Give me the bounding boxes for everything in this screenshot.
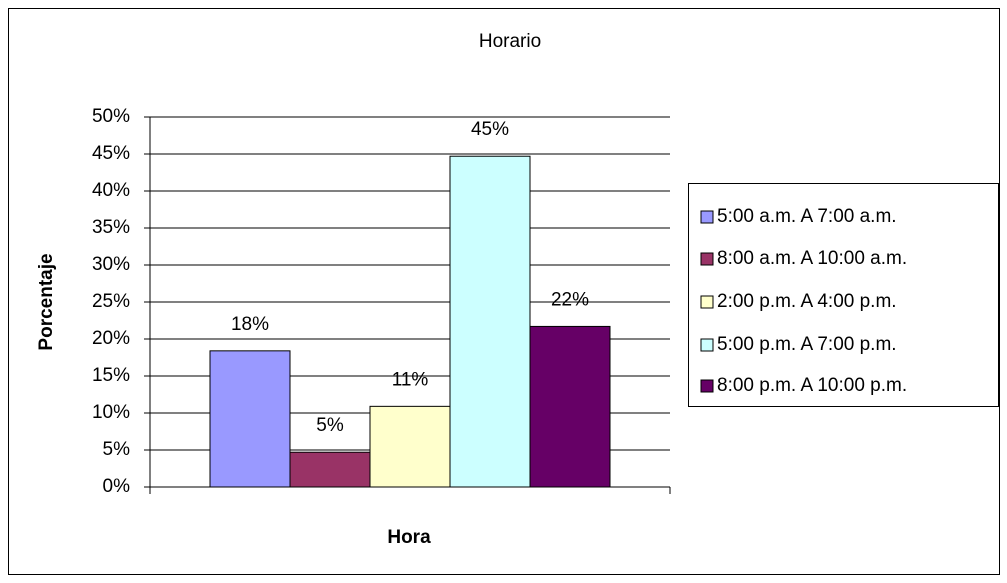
legend-label: 2:00 p.m. A 4:00 p.m.: [717, 291, 897, 312]
y-tick-label: 40%: [92, 180, 130, 201]
legend-label: 5:00 a.m. A 7:00 a.m.: [717, 206, 897, 227]
data-label: 11%: [392, 369, 429, 390]
x-axis-label: Hora: [387, 527, 431, 548]
legend-label: 8:00 a.m. A 10:00 a.m.: [717, 248, 907, 269]
y-tick-label: 20%: [92, 328, 130, 349]
legend-label: 8:00 p.m. A 10:00 p.m.: [717, 375, 907, 396]
chart-title: Horario: [479, 31, 541, 52]
legend: [688, 183, 999, 407]
bar: [369, 405, 451, 488]
y-tick-label: 25%: [92, 291, 130, 312]
y-tick-label: 50%: [92, 106, 130, 127]
legend-swatch: [700, 295, 714, 309]
data-label: 45%: [471, 119, 509, 140]
bar: [529, 325, 611, 488]
y-tick-label: 45%: [92, 143, 130, 164]
y-tick-label: 15%: [92, 365, 130, 386]
data-label: 22%: [551, 289, 589, 310]
y-axis-label: Porcentaje: [36, 253, 57, 350]
y-tick-label: 30%: [92, 254, 130, 275]
y-tick-label: 35%: [92, 217, 130, 238]
data-label: 5%: [316, 415, 344, 436]
y-tick-label: 0%: [103, 476, 131, 497]
bar: [209, 350, 291, 488]
data-label: 18%: [231, 314, 269, 335]
legend-swatch: [700, 379, 714, 393]
legend-label: 5:00 p.m. A 7:00 p.m.: [717, 334, 897, 355]
legend-swatch: [700, 252, 714, 266]
y-tick-label: 5%: [103, 439, 131, 460]
y-tick-label: 10%: [92, 402, 130, 423]
legend-swatch: [700, 338, 714, 352]
legend-swatch: [700, 210, 714, 224]
bar: [449, 155, 531, 488]
bar: [289, 451, 371, 488]
